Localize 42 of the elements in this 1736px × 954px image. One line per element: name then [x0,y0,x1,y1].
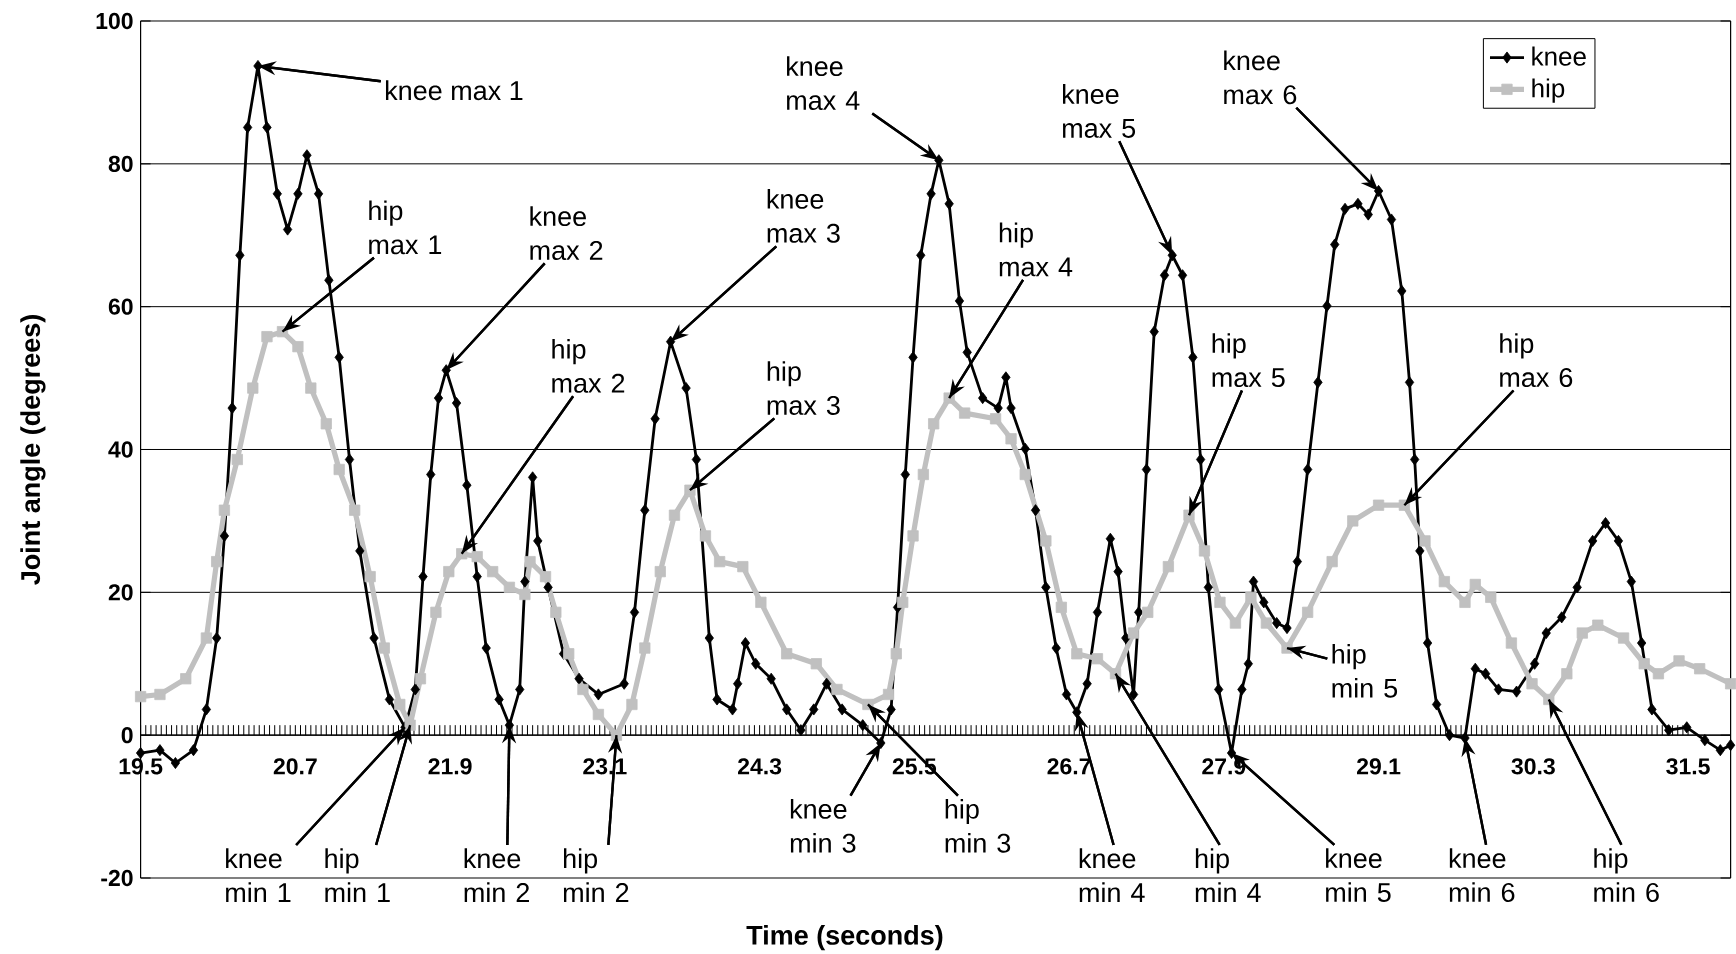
annotation: hip max 6 [1500,333,1573,388]
annotation: knee max 2 [530,206,603,260]
x-tick-label: 20.7 [273,758,317,775]
annotation: hip min 6 [1594,848,1659,903]
annotation: hip max 2 [552,339,625,393]
y-tick-label: 20 [108,584,133,601]
y-tick-label: 60 [108,298,133,315]
y-tick-label: 80 [108,155,133,172]
legend-label: hip [1532,78,1565,103]
legend-label: knee [1532,46,1586,66]
y-tick-label: 0 [121,727,133,744]
annotation: hip max 4 [999,222,1073,277]
annotation: knee max 5 [1062,84,1136,138]
annotation: knee min 4 [1079,848,1145,902]
annotation: hip max 3 [767,361,840,415]
annotation: hip max 5 [1212,333,1285,388]
annotation: hip min 2 [563,848,629,902]
annotation: knee min 5 [1326,848,1391,903]
annotation: knee max 4 [787,56,860,111]
y-tick-label: 100 [96,12,133,30]
x-axis-title: Time (seconds) [746,925,943,951]
y-axis-title: Joint angle (degrees) [20,315,46,585]
annotation: hip min 1 [325,848,390,902]
x-tick-label: 30.3 [1511,758,1555,775]
x-tick-label: 26.7 [1047,758,1091,775]
annotation: knee min 1 [226,848,291,902]
y-tick-label: -20 [101,869,133,887]
annotation: knee max 3 [767,189,840,243]
annotation: hip max 1 [369,200,442,255]
annotation: hip min 3 [945,798,1011,853]
annotation: knee max 6 [1224,50,1297,105]
annotation: hip min 5 [1332,643,1398,698]
x-tick-label: 24.3 [738,758,782,775]
x-tick-label: 29.1 [1357,758,1401,775]
y-tick-label: 40 [108,441,133,458]
annotation: hip min 4 [1195,848,1261,902]
x-tick-label: 21.9 [428,758,472,775]
annotation: knee min 2 [464,848,529,902]
annotation: knee min 3 [790,798,856,853]
annotation: knee min 6 [1449,848,1515,903]
annotation: knee max 1 [385,80,523,101]
x-tick-label: 31.5 [1666,758,1710,775]
